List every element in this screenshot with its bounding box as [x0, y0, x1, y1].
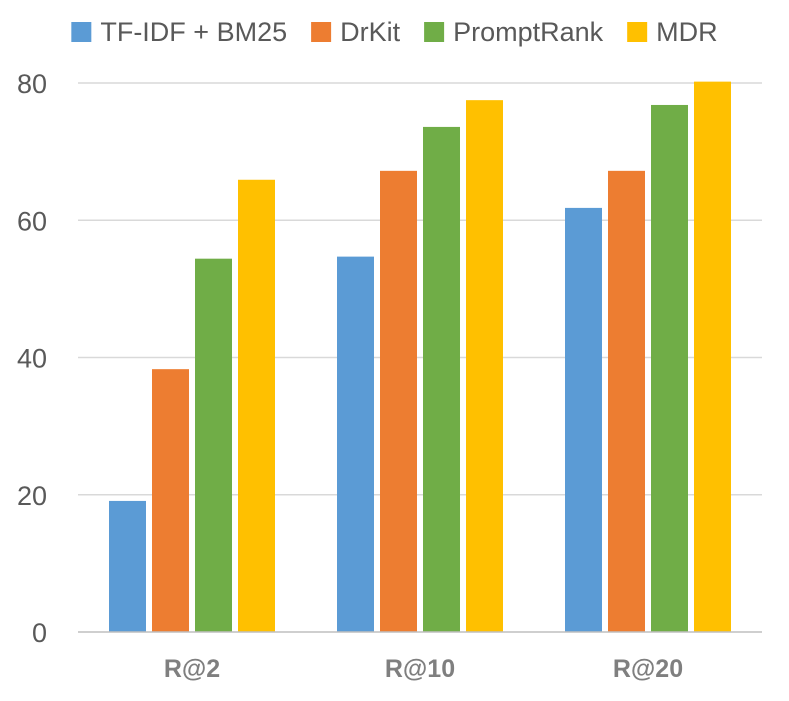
- y-tick-label-60: 60: [17, 206, 47, 236]
- y-tick-label-80: 80: [17, 69, 47, 99]
- legend-swatch-promptrank: [424, 22, 445, 42]
- legend-swatch-tf-idf-bm25: [71, 22, 92, 42]
- y-tick-label-0: 0: [32, 618, 47, 648]
- bar-mdr-r-20: [694, 81, 731, 632]
- bar-drkit-r-10: [380, 170, 417, 632]
- x-category-label-r-10: R@10: [385, 655, 455, 683]
- bar-tf-idf-bm25-r-20: [565, 207, 602, 632]
- bar-drkit-r-2: [152, 369, 189, 632]
- legend-item-mdr: MDR: [627, 17, 718, 47]
- legend-swatch-mdr: [627, 22, 648, 42]
- bars: [109, 81, 731, 633]
- legend-label-mdr: MDR: [656, 17, 718, 47]
- y-tick-label-20: 20: [17, 481, 47, 511]
- legend-swatch-drkit: [311, 22, 332, 42]
- y-tick-label-40: 40: [17, 344, 47, 374]
- y-axis-tick-labels: 0 20 40 60 80: [17, 69, 47, 648]
- bar-promptrank-r-20: [651, 104, 688, 632]
- y-gridlines: [78, 82, 762, 496]
- x-category-label-r-20: R@20: [613, 655, 683, 683]
- x-axis-category-labels: R@2 R@10 R@20: [164, 655, 683, 683]
- legend-item-tf-idf-bm25: TF-IDF + BM25: [71, 17, 287, 47]
- legend-item-drkit: DrKit: [311, 17, 401, 47]
- x-category-label-r-2: R@2: [164, 655, 220, 683]
- bar-mdr-r-2: [238, 179, 275, 633]
- legend-label-tf-idf-bm25: TF-IDF + BM25: [100, 17, 287, 47]
- legend-label-promptrank: PromptRank: [453, 17, 604, 47]
- legend-label-drkit: DrKit: [340, 17, 400, 47]
- bar-promptrank-r-10: [423, 126, 460, 633]
- legend: TF-IDF + BM25 DrKit PromptRank MDR: [71, 17, 718, 47]
- bar-mdr-r-10: [466, 100, 503, 632]
- bar-promptrank-r-2: [195, 258, 232, 632]
- bar-tf-idf-bm25-r-2: [109, 500, 146, 632]
- bar-tf-idf-bm25-r-10: [337, 256, 374, 632]
- legend-item-promptrank: PromptRank: [424, 17, 604, 47]
- bar-drkit-r-20: [608, 170, 645, 632]
